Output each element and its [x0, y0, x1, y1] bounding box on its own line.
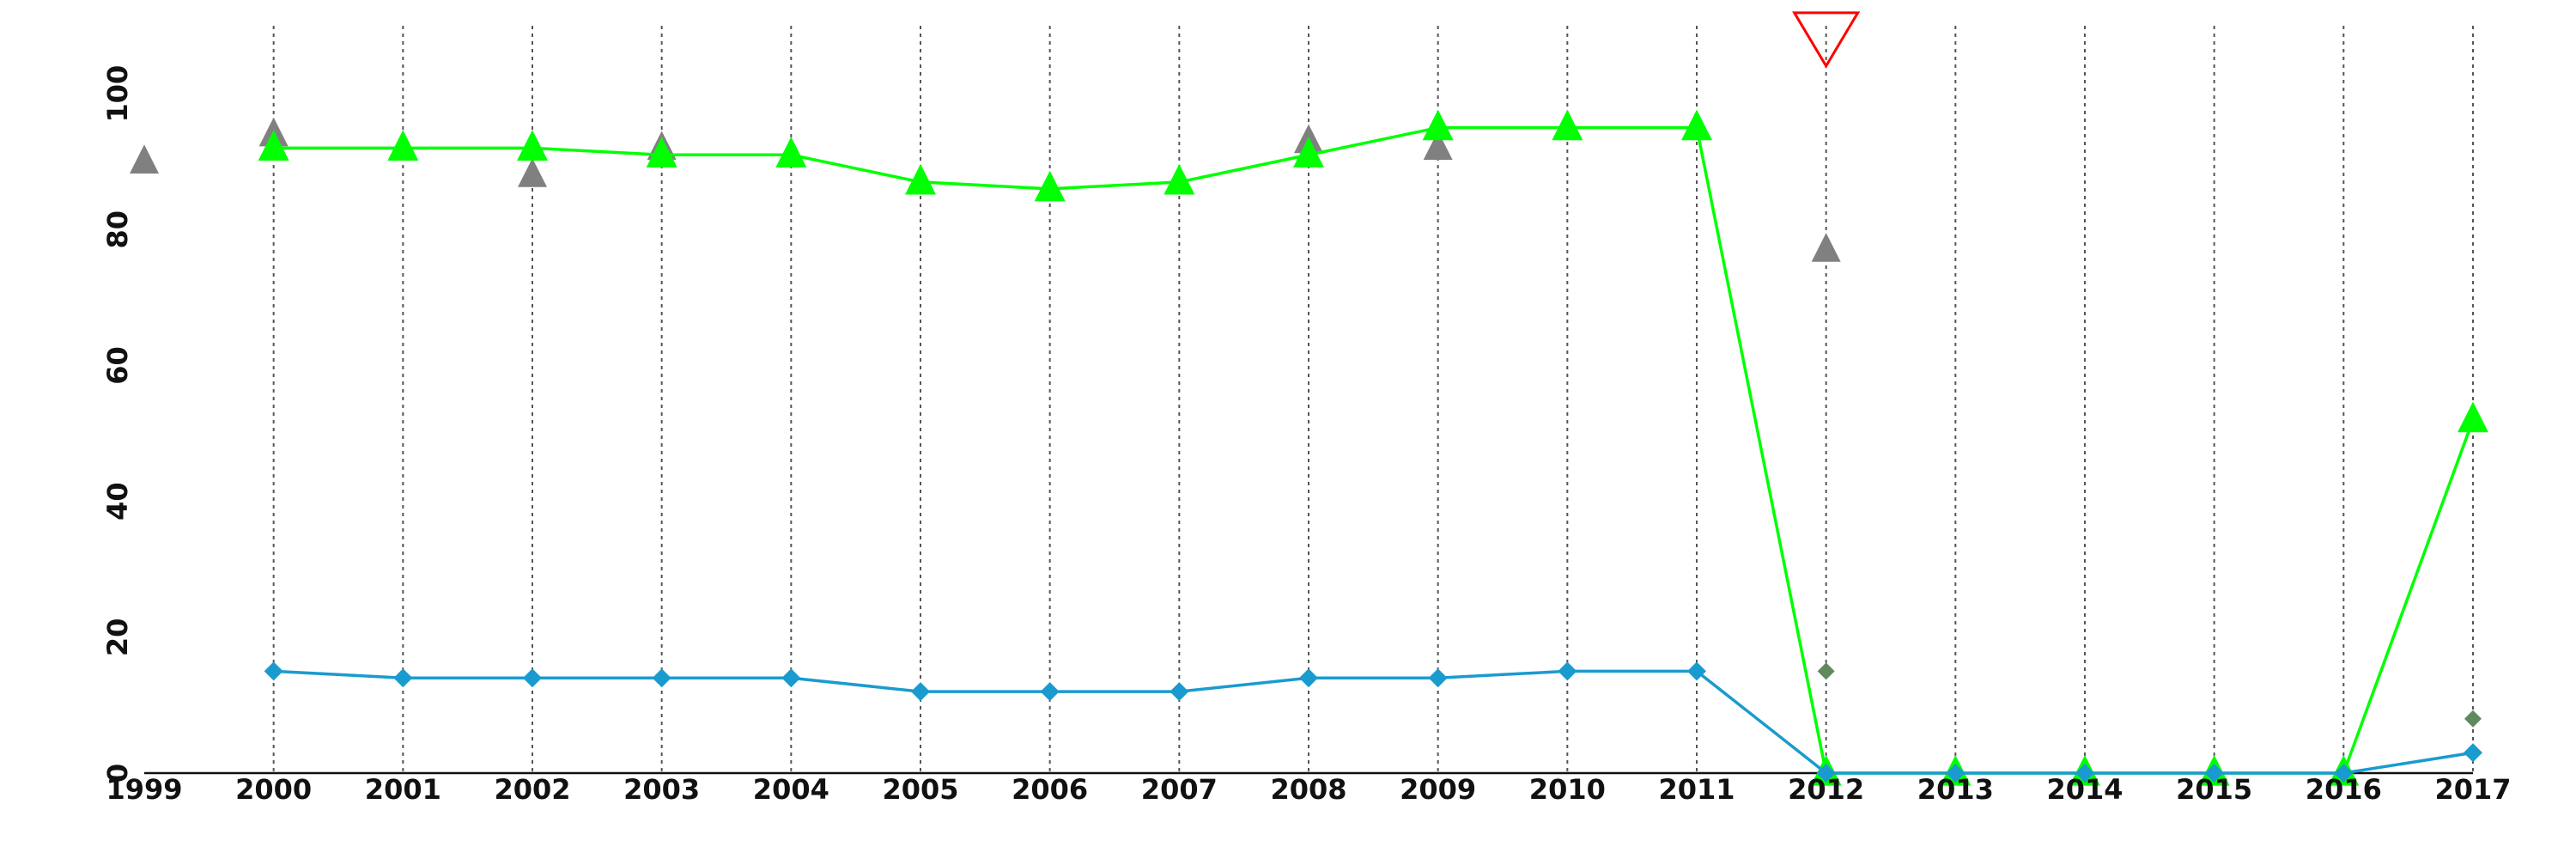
- data-point-triangle: [1163, 163, 1195, 195]
- x-tick-label: 2015: [2176, 773, 2252, 806]
- data-point-diamond: [652, 668, 671, 688]
- series-line: [273, 125, 2475, 775]
- series-2: [130, 117, 1841, 262]
- x-tick-label: 2012: [1788, 773, 1864, 806]
- series-3: [1817, 662, 2482, 728]
- grid-layer: [272, 26, 2474, 773]
- data-point-diamond: [1817, 662, 1835, 680]
- data-point-triangle: [1422, 109, 1454, 141]
- y-tick-label: 40: [101, 482, 134, 521]
- data-point-diamond: [2464, 710, 2482, 728]
- data-point-diamond: [1558, 661, 1577, 681]
- data-point-triangle: [387, 130, 419, 161]
- data-point-triangle: [2458, 401, 2488, 433]
- data-point-diamond: [523, 668, 542, 688]
- data-point-diamond: [1040, 682, 1060, 702]
- x-tick-label: 2011: [1658, 773, 1735, 806]
- data-point-triangle: [1811, 233, 1841, 262]
- data-point-diamond: [1816, 764, 1836, 783]
- data-point-diamond: [781, 668, 801, 688]
- series-layer: [130, 109, 2488, 786]
- x-tick-label: 2006: [1012, 773, 1088, 806]
- y-tick-label: 20: [101, 618, 134, 657]
- x-tick-label: 2002: [494, 773, 570, 806]
- x-tick-label: 2017: [2434, 773, 2511, 806]
- data-point-triangle: [1293, 137, 1324, 168]
- annotation-layer: [1792, 11, 1861, 69]
- x-tick-label: 2008: [1270, 773, 1346, 806]
- series-1: [264, 661, 2482, 783]
- data-point-diamond: [264, 661, 283, 681]
- data-point-triangle: [1681, 109, 1712, 141]
- label-layer: 1999 2000 2001 2002 2003 2004 2005 2006 2007 2008…: [101, 65, 2512, 806]
- data-point-diamond: [2464, 743, 2482, 763]
- data-point-diamond: [2204, 764, 2224, 783]
- data-point-diamond: [2075, 764, 2094, 783]
- y-tick-label: 60: [101, 346, 134, 385]
- x-tick-label: 2010: [1529, 773, 1606, 806]
- data-point-triangle: [1034, 170, 1066, 202]
- y-tick-label: 0: [101, 764, 134, 783]
- x-tick-label: 2013: [1917, 773, 1994, 806]
- data-point-triangle: [1552, 109, 1583, 141]
- data-point-diamond: [1170, 682, 1189, 702]
- annotation-marker: [1792, 11, 1861, 69]
- y-tick-label: 100: [101, 65, 134, 123]
- x-tick-label: 1999: [106, 773, 182, 806]
- data-point-triangle: [905, 163, 936, 195]
- x-tick-label: 2007: [1141, 773, 1218, 806]
- data-point-triangle: [518, 158, 547, 187]
- data-point-diamond: [2334, 764, 2354, 783]
- x-tick-label: 2016: [2306, 773, 2382, 806]
- data-point-diamond: [393, 668, 413, 688]
- data-point-diamond: [911, 682, 930, 702]
- x-tick-label: 2001: [365, 773, 441, 806]
- x-tick-label: 2000: [235, 773, 312, 806]
- data-point-triangle: [258, 130, 289, 161]
- x-tick-label: 2014: [2046, 773, 2123, 806]
- data-point-triangle: [775, 137, 807, 168]
- data-point-diamond: [1428, 668, 1448, 688]
- x-tick-label: 2005: [882, 773, 958, 806]
- data-point-triangle: [646, 137, 677, 168]
- x-tick-label: 2009: [1400, 773, 1476, 806]
- series-line: [273, 669, 2474, 775]
- data-point-diamond: [1299, 668, 1318, 688]
- data-point-triangle: [517, 130, 548, 161]
- x-tick-label: 2003: [623, 773, 700, 806]
- data-point-diamond: [1687, 661, 1706, 681]
- x-tick-label: 2004: [753, 773, 829, 806]
- data-point-diamond: [1946, 764, 1965, 783]
- data-point-triangle: [130, 144, 159, 174]
- y-tick-label: 80: [101, 210, 134, 249]
- series-0: [258, 109, 2488, 786]
- data-point-triangle: [1423, 131, 1453, 161]
